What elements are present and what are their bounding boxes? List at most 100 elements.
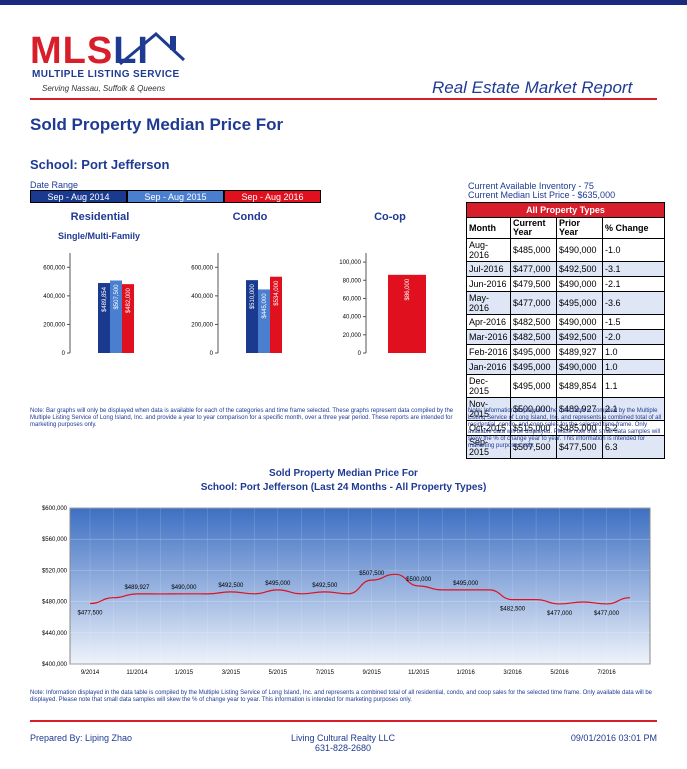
- table-note: Note: Information displayed in the data …: [468, 408, 662, 449]
- date-range-2015: Sep - Aug 2015: [127, 190, 224, 203]
- house-roof-icon: [119, 32, 186, 66]
- table-row: Jun-2016 $479,500 $490,000 -2.1: [466, 276, 665, 292]
- y-tick-label: 400,000: [43, 294, 65, 300]
- cell-current-year: $507,500: [510, 435, 557, 459]
- bar-value-label: $510,000: [250, 283, 256, 309]
- y-tick-label: 40,000: [343, 315, 362, 321]
- cell-month: Aug-2016: [466, 238, 511, 262]
- cell-current-year: $482,500: [510, 314, 557, 330]
- table-row: Sep-2015 $507,500 $477,500 6.3: [466, 435, 665, 459]
- line-chart-title-1: Sold Property Median Price For: [269, 468, 418, 479]
- cell-prior-year: $489,927: [556, 344, 603, 360]
- line-data-label: $492,500: [218, 583, 244, 589]
- cell-prior-year: $490,000: [556, 276, 603, 292]
- condo-bar-chart: 600,000 400,000 200,000 0 $510,000 $445,000 $5…: [191, 253, 282, 357]
- col-current-year: Current Year: [510, 217, 557, 239]
- x-tick-label: 9/2015: [363, 670, 382, 676]
- bar-value-label: $507,500: [114, 284, 120, 310]
- page-title: Sold Property Median Price For: [30, 115, 284, 134]
- inventory-median-list: Current Median List Price - $635,000: [468, 190, 616, 200]
- cell-month: Jul-2016: [466, 261, 511, 277]
- y-tick-label: 0: [62, 351, 66, 357]
- y-tick-label: 600,000: [191, 265, 213, 271]
- x-tick-label: 11/2015: [408, 670, 430, 676]
- school-heading: School: Port Jefferson: [30, 157, 170, 172]
- bar: [110, 280, 122, 353]
- table-row: Mar-2016 $482,500 $492,500 -2.0: [466, 329, 665, 345]
- table-row: Aug-2016 $485,000 $490,000 -1.0: [466, 238, 665, 262]
- report-title: Real Estate Market Report: [432, 78, 633, 97]
- company-phone: 631-828-2680: [314, 743, 372, 753]
- header-divider: [30, 98, 657, 100]
- cell-pct-change: -2.0: [602, 329, 665, 345]
- residential-chart-title: Residential: [70, 211, 130, 223]
- table-row: Apr-2016 $482,500 $490,000 -1.5: [466, 314, 665, 330]
- line-chart-note: Note: Information displayed in the data …: [30, 690, 653, 703]
- x-tick-label: 3/2016: [503, 670, 522, 676]
- line-data-label: $495,000: [453, 581, 479, 587]
- y-tick-label: 0: [358, 351, 362, 357]
- cell-current-year: $477,000: [510, 291, 557, 315]
- table-row: Jan-2016 $495,000 $490,000 1.0: [466, 359, 665, 375]
- x-tick-label: 3/2015: [222, 670, 241, 676]
- cell-month: Nov-2015: [466, 397, 511, 421]
- table-row: Nov-2015 $500,000 $489,927 2.1: [466, 397, 665, 421]
- y-tick-label: 80,000: [343, 278, 362, 284]
- x-tick-label: 5/2016: [550, 670, 569, 676]
- cell-pct-change: 6.3: [602, 435, 665, 459]
- cell-current-year: $500,000: [510, 397, 557, 421]
- y-tick-label: 0: [210, 351, 214, 357]
- y-tick-label: $600,000: [42, 506, 68, 512]
- bar: [98, 283, 110, 353]
- cell-current-year: $495,000: [510, 374, 557, 398]
- cell-month: Sep-2015: [466, 435, 511, 459]
- bar: [270, 276, 282, 353]
- cell-pct-change: 1.0: [602, 359, 665, 375]
- cell-current-year: $495,000: [510, 359, 557, 375]
- x-tick-label: 7/2016: [597, 670, 616, 676]
- coop-bar-chart: 100,000 80,000 60,000 40,000 20,000 0 $86,000: [339, 253, 426, 357]
- property-types-table: All Property Types Month Current Year Pr…: [466, 202, 665, 459]
- company-name: Living Cultural Realty LLC: [290, 733, 396, 743]
- bar-value-label: $482,000: [126, 287, 132, 313]
- cell-prior-year: $490,000: [556, 314, 603, 330]
- line-data-label: $477,500: [77, 611, 103, 617]
- cell-current-year: $479,500: [510, 276, 557, 292]
- report-datetime: 09/01/2016 03:01 PM: [570, 733, 657, 743]
- cell-month: Jan-2016: [466, 359, 511, 375]
- line-data-label: $477,000: [594, 611, 620, 617]
- residential-bar-chart: 600,000 400,000 200,000 0 $489,854 $507,500 $4…: [43, 253, 134, 357]
- y-tick-label: $400,000: [42, 662, 68, 668]
- cell-month: Jun-2016: [466, 276, 511, 292]
- bar: [258, 289, 270, 353]
- x-tick-label: 1/2016: [456, 670, 475, 676]
- table-row: Jul-2016 $477,000 $492,500 -3.1: [466, 261, 665, 277]
- x-tick-label: 5/2015: [269, 670, 288, 676]
- median-price-line-chart: $600,000 $560,000 $520,000 $480,000 $440,000…: [42, 506, 651, 676]
- y-tick-label: $440,000: [42, 631, 68, 637]
- bar: [246, 280, 258, 353]
- y-tick-label: 400,000: [191, 294, 213, 300]
- y-tick-label: $560,000: [42, 537, 68, 543]
- y-tick-label: $520,000: [42, 568, 68, 574]
- x-tick-label: 9/2014: [81, 670, 100, 676]
- logo-tagline: Serving Nassau, Suffolk & Queens: [42, 84, 166, 93]
- cell-prior-year: $490,000: [556, 359, 603, 375]
- cell-pct-change: -1.5: [602, 314, 665, 330]
- cell-prior-year: $492,500: [556, 329, 603, 345]
- line-data-label: $492,500: [312, 583, 338, 589]
- cell-prior-year: $477,500: [556, 435, 603, 459]
- cell-current-year: $495,000: [510, 344, 557, 360]
- cell-pct-change: -3.1: [602, 261, 665, 277]
- cell-current-year: $485,000: [510, 238, 557, 262]
- y-tick-label: 60,000: [343, 296, 362, 302]
- y-tick-label: $480,000: [42, 600, 68, 606]
- line-data-label: $477,000: [547, 611, 573, 617]
- x-tick-label: 1/2015: [175, 670, 194, 676]
- cell-pct-change: 1.0: [602, 344, 665, 360]
- cell-pct-change: 1.1: [602, 374, 665, 398]
- table-row: Dec-2015 $495,000 $489,854 1.1: [466, 374, 665, 398]
- plot-area: [69, 507, 651, 665]
- cell-pct-change: -1.0: [602, 238, 665, 262]
- cell-pct-change: -3.6: [602, 291, 665, 315]
